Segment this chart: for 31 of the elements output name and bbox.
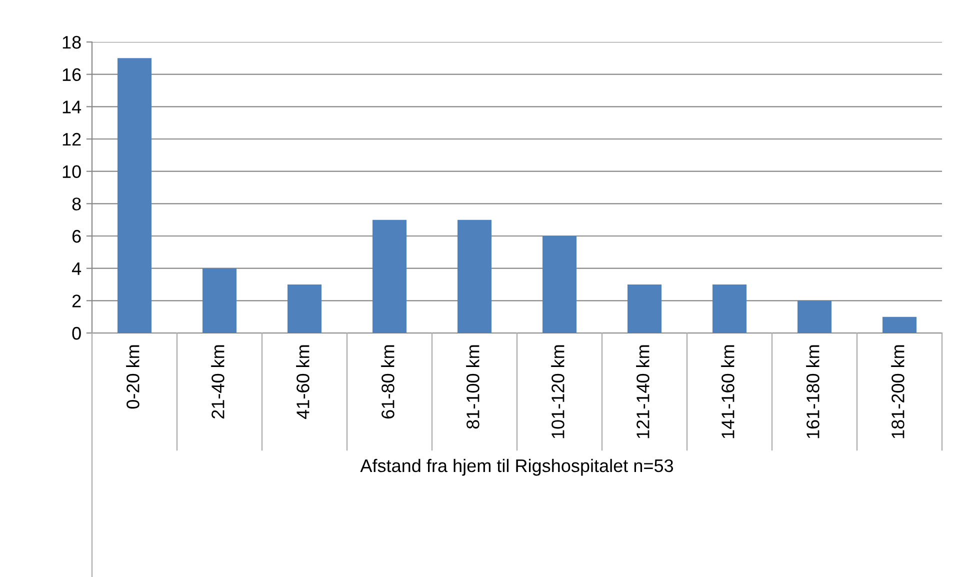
x-tick-label: 0-20 km — [126, 345, 140, 409]
y-tick-label: 14 — [62, 100, 82, 114]
bar — [118, 58, 152, 333]
bar — [798, 300, 832, 333]
x-tick-label: 41-60 km — [296, 345, 310, 419]
bar — [372, 220, 406, 333]
bar — [628, 284, 662, 333]
x-tick-label: 161-180 km — [806, 345, 820, 438]
y-tick-label: 0 — [72, 326, 81, 340]
x-tick-label: 101-120 km — [551, 345, 564, 438]
x-tick-label: 21-40 km — [211, 345, 224, 418]
y-tick-label: 4 — [72, 262, 82, 275]
y-tick-label: 10 — [62, 165, 81, 178]
y-tick-label: 16 — [62, 68, 81, 82]
y-tick-label: 2 — [72, 294, 81, 308]
y-tick-label: 18 — [62, 36, 81, 49]
x-axis-title: Afstand fra hjem til Rigshospitalet n=53 — [360, 458, 674, 476]
bar — [202, 268, 236, 333]
y-tick-label: 12 — [62, 132, 81, 146]
x-tick-label: 61-80 km — [381, 345, 394, 418]
bar — [712, 284, 746, 333]
y-tick-label: 6 — [72, 230, 81, 243]
bar — [288, 284, 322, 333]
bar — [542, 236, 576, 333]
bar — [458, 220, 492, 333]
x-tick-label: 141-160 km — [721, 345, 734, 438]
bar — [882, 316, 916, 333]
x-tick-label: 81-100 km — [466, 345, 480, 429]
x-tick-label: 121-140 km — [636, 345, 650, 438]
x-tick-label: 181-200 km — [891, 345, 904, 438]
y-tick-label: 8 — [72, 198, 81, 210]
